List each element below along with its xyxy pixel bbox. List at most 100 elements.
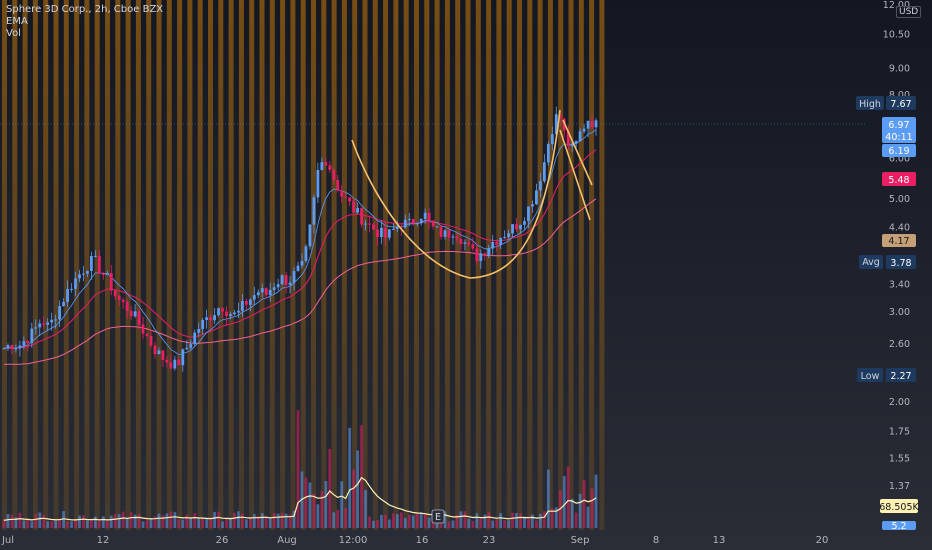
volume-bar <box>185 514 189 528</box>
session-band <box>105 0 110 530</box>
x-tick-label: 20 <box>816 535 829 546</box>
volume-bar <box>225 518 228 528</box>
ema-slow-tag: 4.17 <box>882 234 916 247</box>
session-band <box>84 0 90 530</box>
session-band <box>177 0 183 530</box>
ema-tag: 5.48 <box>882 172 916 186</box>
volume-bar <box>495 519 499 528</box>
volume-bar <box>109 515 113 528</box>
volume-bar <box>467 518 471 528</box>
candle-body <box>368 223 371 225</box>
volume-bar <box>320 491 324 528</box>
candle-body <box>384 227 387 238</box>
session-band <box>74 0 80 530</box>
candle-body <box>507 233 510 238</box>
time-axis[interactable]: Jul 12 26 Aug 12:00 16 23 Sep 8 13 20 <box>1 535 828 546</box>
price-axis[interactable]: 12.00 10.50 9.00 8.00 6.00 5.00 4.40 3.40 3.00 2.… <box>883 0 910 492</box>
currency-label[interactable]: USD <box>896 6 922 18</box>
candle-body <box>574 141 578 144</box>
candle-body <box>463 242 467 244</box>
chart-legend: Sphere 3D Corp., 2h, Cboe BZX EMA Vol <box>6 4 163 40</box>
volume-bar <box>531 514 534 528</box>
volume-bar <box>105 521 109 528</box>
volume-bar <box>451 520 455 528</box>
candle-body <box>90 255 93 271</box>
candle-body <box>252 295 256 300</box>
earnings-marker-label: E <box>435 512 441 523</box>
volume-bar <box>244 519 248 528</box>
candle-body <box>34 327 38 329</box>
volume-bar <box>364 490 367 528</box>
volume-bar <box>399 512 403 528</box>
session-band <box>280 0 286 530</box>
session-band <box>22 0 28 530</box>
candle-body <box>161 350 165 360</box>
candle-body <box>348 197 352 202</box>
candle-body <box>344 196 348 198</box>
volume-bar <box>93 516 97 528</box>
last-price-value: 6.97 <box>888 120 909 131</box>
candle-body <box>197 328 201 333</box>
volume-bar <box>535 520 538 528</box>
volume-bar <box>328 448 332 528</box>
session-band <box>135 0 141 530</box>
y-tick-label: 12.00 <box>883 0 910 11</box>
candle-body <box>165 359 169 363</box>
earnings-marker[interactable]: E <box>431 509 445 524</box>
volume-bar <box>487 511 491 528</box>
session-band <box>208 0 213 530</box>
candle-body <box>105 273 109 275</box>
volume-bar <box>205 518 209 528</box>
volume-bar <box>193 513 197 528</box>
candle-body <box>201 320 205 329</box>
volume-bar <box>201 517 205 528</box>
candle-body <box>352 201 356 213</box>
candle-body <box>66 288 69 303</box>
volume-bar <box>578 493 582 528</box>
volume-bar <box>582 480 586 528</box>
volume-bar <box>360 425 363 528</box>
ema-legend[interactable]: EMA <box>6 16 28 27</box>
volume-bar <box>22 520 26 528</box>
candle-body <box>153 345 157 355</box>
candle-body <box>149 335 153 346</box>
candle-body <box>491 241 495 249</box>
y-tick-label: 1.55 <box>889 453 910 464</box>
volume-bar <box>62 511 65 528</box>
volume-bar <box>42 514 46 528</box>
session-band <box>517 0 522 530</box>
ema-slow-value: 4.17 <box>888 236 909 247</box>
session-band <box>547 0 553 530</box>
candle-body <box>185 347 189 350</box>
session-band <box>589 0 595 530</box>
candle-body <box>248 299 252 305</box>
candle-body <box>82 273 85 275</box>
candle-body <box>499 238 503 245</box>
candle-body <box>18 345 22 349</box>
avg-tag: Avg 3.78 <box>859 255 916 269</box>
x-tick-label: 13 <box>713 535 726 546</box>
candle-body <box>141 324 145 334</box>
candle-body <box>205 317 209 321</box>
volume-bar <box>26 520 30 528</box>
session-band <box>434 0 440 530</box>
volume-ma-line <box>3 476 597 521</box>
x-tick-label: Aug <box>277 535 297 546</box>
volume-bar <box>217 511 220 528</box>
candle-body <box>78 274 81 279</box>
candle-body <box>129 310 133 317</box>
candle-body <box>511 224 514 234</box>
volume-bar <box>165 513 169 528</box>
volume-bar <box>515 513 518 528</box>
volume-bar <box>340 481 344 528</box>
candle-body <box>86 270 89 274</box>
candle-body <box>535 190 538 205</box>
symbol-title[interactable]: Sphere 3D Corp., 2h, Cboe BZX <box>6 4 164 15</box>
candle-body <box>360 208 363 225</box>
volume-bar <box>407 514 411 528</box>
session-band <box>393 0 399 530</box>
candle-body <box>435 226 439 228</box>
vol-legend[interactable]: Vol <box>6 28 21 39</box>
candle-body <box>340 190 344 197</box>
